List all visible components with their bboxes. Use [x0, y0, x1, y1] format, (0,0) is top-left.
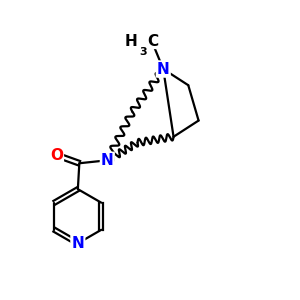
Text: H: H — [125, 34, 138, 49]
Text: N: N — [71, 236, 84, 251]
Text: N: N — [101, 153, 114, 168]
Text: N: N — [157, 61, 169, 76]
Text: 3: 3 — [139, 47, 146, 57]
Text: O: O — [50, 148, 63, 163]
Text: C: C — [148, 34, 159, 49]
